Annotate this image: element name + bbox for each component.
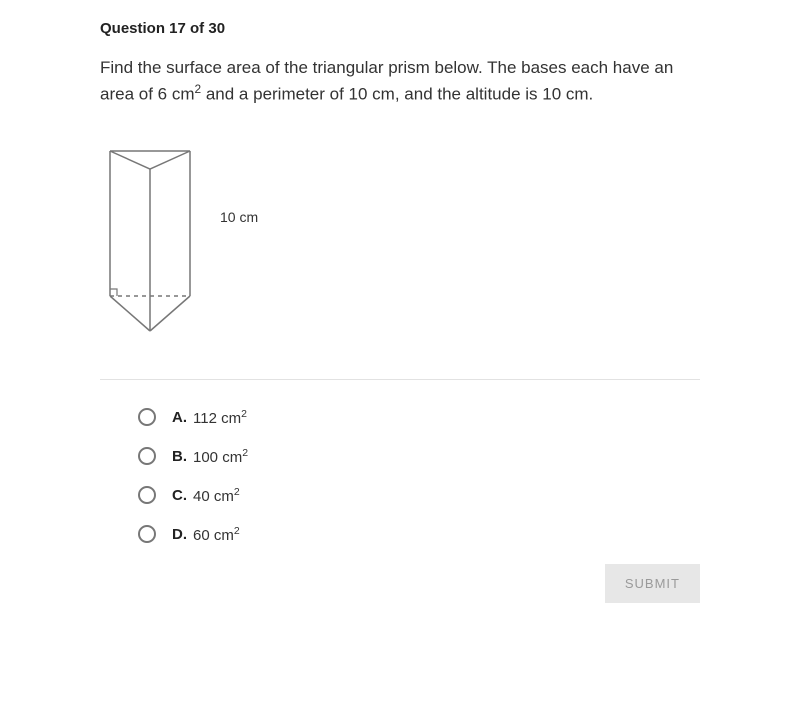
option-letter: B. [172, 448, 187, 465]
option-letter: A. [172, 409, 187, 426]
option-letter: D. [172, 526, 187, 543]
radio-icon[interactable] [138, 447, 156, 465]
options-list: A. 112 cm2 B. 100 cm2 C. 40 cm2 D. 60 cm… [100, 408, 700, 544]
option-d[interactable]: D. 60 cm2 [138, 525, 700, 544]
question-body: Find the surface area of the triangular … [100, 55, 700, 107]
radio-icon[interactable] [138, 408, 156, 426]
altitude-label: 10 cm [220, 209, 258, 225]
question-container: Question 17 of 30 Find the surface area … [0, 0, 800, 623]
option-text: 112 cm2 [193, 408, 247, 427]
prism-figure: 10 cm [100, 131, 700, 361]
triangular-prism-svg [100, 131, 250, 361]
submit-button[interactable]: SUBMIT [605, 564, 700, 603]
option-text: 100 cm2 [193, 447, 248, 466]
question-number: Question 17 of 30 [100, 20, 700, 37]
option-text: 40 cm2 [193, 486, 240, 505]
option-text: 60 cm2 [193, 525, 240, 544]
option-c[interactable]: C. 40 cm2 [138, 486, 700, 505]
divider [100, 379, 700, 380]
submit-area: SUBMIT [100, 564, 700, 603]
option-b[interactable]: B. 100 cm2 [138, 447, 700, 466]
option-letter: C. [172, 487, 187, 504]
radio-icon[interactable] [138, 525, 156, 543]
radio-icon[interactable] [138, 486, 156, 504]
option-a[interactable]: A. 112 cm2 [138, 408, 700, 427]
